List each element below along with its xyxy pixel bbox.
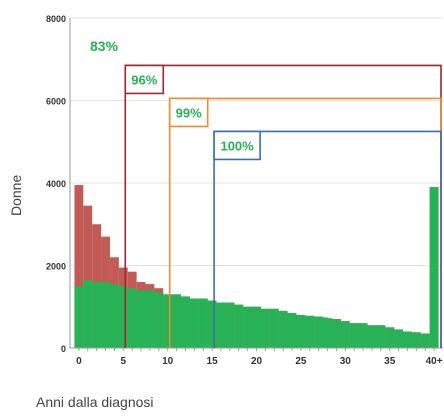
x-tick-label: 0 xyxy=(76,356,82,367)
bar-red-0 xyxy=(74,185,84,348)
bar-green-16 xyxy=(216,302,226,348)
y-tick-label: 2000 xyxy=(46,262,66,272)
y-tick-label: 0 xyxy=(61,344,66,354)
bar-green-25 xyxy=(296,315,306,348)
bar-green-38 xyxy=(403,331,412,348)
bar-green-36 xyxy=(385,327,395,348)
x-tick-label: 25 xyxy=(295,356,307,367)
annotation-label-1: 96% xyxy=(131,72,157,87)
bar-green-4 xyxy=(109,284,119,348)
bar-green-19 xyxy=(243,306,253,348)
bar-green-11 xyxy=(172,294,182,348)
x-tick-label: 5 xyxy=(121,356,127,367)
x-tick-label: 15 xyxy=(207,356,219,367)
bar-green-30 xyxy=(331,319,341,348)
bar-green-7 xyxy=(136,290,146,348)
annotation-label-3: 100% xyxy=(220,138,254,153)
bar-green-35 xyxy=(376,325,386,348)
bar-green-18 xyxy=(234,304,244,348)
bar-green-6 xyxy=(127,288,137,348)
x-tick-label: 20 xyxy=(251,356,263,367)
bar-green-17 xyxy=(225,302,235,348)
x-axis-label: Anni dalla diagnosi xyxy=(36,394,154,410)
bar-green-13 xyxy=(189,298,199,348)
bar-green-1 xyxy=(83,279,93,348)
bar-green-37 xyxy=(394,329,404,348)
bar-green-24 xyxy=(287,312,297,348)
bar-green-0 xyxy=(74,286,84,348)
bar-green-20 xyxy=(252,306,261,348)
x-tick-label: 10 xyxy=(162,356,174,367)
bar-red-1 xyxy=(83,205,93,348)
y-axis-label: Donne xyxy=(8,174,24,216)
bar-green-28 xyxy=(318,317,328,348)
bar-green-21 xyxy=(260,308,270,348)
annotation-box-2 xyxy=(168,97,209,128)
bar-green-3 xyxy=(101,282,110,348)
annotation-box-3 xyxy=(213,130,261,161)
x-tick-label: 40+ xyxy=(426,356,443,367)
bar-green-39 xyxy=(411,332,421,348)
y-axis-label-box: Donne xyxy=(8,160,34,220)
annotation-label-0: 83% xyxy=(90,38,119,54)
bar-green-29 xyxy=(323,318,332,348)
x-tick-label: 35 xyxy=(384,356,396,367)
bar-green-34 xyxy=(367,325,377,348)
bar-green-15 xyxy=(207,300,217,348)
bar-green-33 xyxy=(358,323,368,348)
bar-green-10 xyxy=(163,294,173,348)
y-tick-label: 8000 xyxy=(46,14,66,24)
bar-green-23 xyxy=(278,310,288,348)
bar-green-32 xyxy=(349,323,359,348)
annotation-label-2: 99% xyxy=(176,105,202,120)
bar-green-5 xyxy=(118,286,128,348)
bar-green-41 xyxy=(429,187,439,348)
y-tick-label: 4000 xyxy=(46,179,66,189)
bar-green-12 xyxy=(181,296,190,348)
bar-green-2 xyxy=(92,282,102,348)
x-tick-label: 30 xyxy=(340,356,352,367)
bar-green-40 xyxy=(420,333,430,348)
bar-green-8 xyxy=(145,290,155,348)
annotation-bracket-3 xyxy=(213,130,442,348)
bar-green-26 xyxy=(305,315,315,348)
annotation-box-1 xyxy=(124,64,165,95)
bar-green-9 xyxy=(154,292,164,348)
y-tick-label: 6000 xyxy=(46,97,66,107)
bar-green-31 xyxy=(340,321,350,348)
bar-green-22 xyxy=(269,308,279,348)
bar-green-14 xyxy=(198,298,208,348)
